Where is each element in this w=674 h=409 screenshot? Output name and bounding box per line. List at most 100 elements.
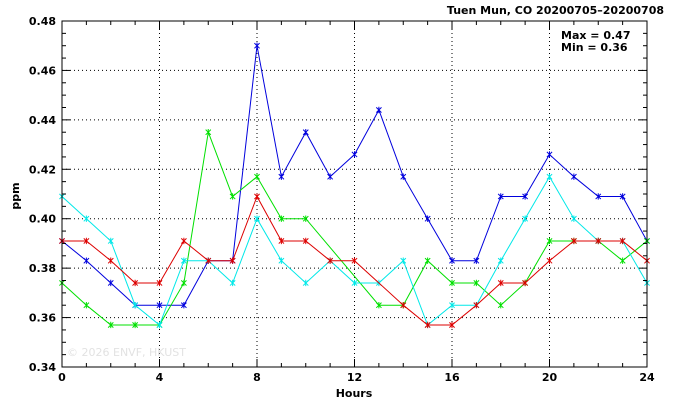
data-point [570, 215, 577, 222]
data-point [254, 42, 260, 49]
data-point [254, 173, 260, 180]
data-point [180, 237, 187, 245]
x-tick-label: 4 [156, 371, 164, 384]
data-point [83, 237, 90, 245]
data-point [302, 279, 309, 287]
data-point [229, 193, 236, 200]
data-point [254, 193, 260, 200]
series-2 [59, 129, 650, 329]
series-4 [59, 193, 650, 329]
series-1 [59, 42, 650, 309]
min-stat: Min = 0.36 [561, 41, 628, 54]
data-point [595, 237, 602, 245]
data-point [497, 193, 504, 200]
data-point [107, 321, 114, 329]
data-point [449, 279, 455, 287]
data-point [107, 257, 114, 264]
data-point [254, 215, 260, 222]
data-point [302, 215, 309, 222]
data-point [351, 151, 358, 158]
data-point [180, 302, 187, 309]
data-point [278, 237, 285, 245]
data-point [449, 257, 455, 264]
data-point [156, 279, 163, 287]
y-tick-label: 0.42 [29, 163, 56, 176]
data-point [83, 257, 90, 264]
data-point [156, 321, 163, 329]
data-point [375, 106, 382, 114]
data-point [473, 279, 480, 287]
x-tick-label: 12 [347, 371, 362, 384]
data-point [229, 279, 236, 287]
tick-marks [61, 20, 648, 368]
data-point [205, 129, 212, 136]
data-point [546, 151, 553, 158]
data-point [400, 257, 407, 264]
data-point [570, 173, 577, 180]
data-point [522, 193, 529, 200]
data-point [522, 279, 529, 287]
y-tick-label: 0.40 [29, 213, 56, 226]
max-stat: Max = 0.47 [561, 29, 630, 42]
data-point [619, 257, 626, 264]
y-tick-label: 0.46 [29, 64, 56, 77]
series-layer [59, 42, 650, 329]
data-point [302, 237, 309, 245]
x-tick-label: 8 [253, 371, 261, 384]
data-point [424, 257, 431, 264]
y-tick-label: 0.34 [29, 361, 56, 374]
x-tick-label: 16 [444, 371, 460, 384]
y-axis-label: ppm [9, 182, 22, 209]
data-point [424, 321, 431, 329]
data-point [327, 173, 334, 180]
data-point [83, 215, 90, 222]
data-point [449, 321, 455, 329]
data-point [351, 257, 358, 264]
data-point [156, 302, 163, 309]
series-line [62, 195, 648, 326]
data-point [497, 279, 504, 287]
data-point [522, 215, 529, 222]
tick-labels: 0.34 0.36 0.38 0.40 0.42 0.44 0.46 0.48 0 4 8 12 16 2… [29, 15, 655, 384]
data-point [570, 237, 577, 245]
data-point [400, 173, 407, 180]
data-point [546, 237, 553, 245]
data-point [449, 302, 455, 309]
data-point [132, 279, 139, 287]
data-point [619, 193, 626, 200]
data-point [107, 279, 114, 287]
data-point [180, 279, 187, 287]
grid [62, 21, 647, 367]
data-point [546, 257, 553, 264]
data-point [424, 215, 431, 222]
data-point [229, 257, 236, 264]
data-point [278, 173, 285, 180]
data-point [351, 279, 358, 287]
data-point [473, 257, 480, 264]
y-tick-label: 0.38 [29, 262, 56, 275]
data-point [278, 215, 285, 222]
data-point [497, 302, 504, 309]
data-point [132, 302, 139, 309]
data-point [546, 173, 553, 180]
data-point [619, 237, 626, 245]
x-tick-label: 0 [58, 371, 66, 384]
data-point [132, 321, 139, 329]
data-point [205, 257, 212, 264]
y-tick-label: 0.36 [29, 312, 56, 325]
watermark: © 2026 ENVF, HKUST [67, 346, 186, 359]
data-point [400, 302, 407, 309]
data-point [327, 257, 334, 264]
data-point [595, 193, 602, 200]
data-point [473, 302, 480, 309]
y-tick-label: 0.44 [29, 114, 56, 127]
series-line [61, 45, 648, 306]
x-tick-label: 20 [542, 371, 558, 384]
y-tick-label: 0.48 [29, 15, 56, 28]
data-point [497, 257, 504, 264]
x-tick-label: 24 [639, 371, 655, 384]
data-point [107, 237, 114, 245]
series-line [61, 175, 648, 326]
data-point [375, 302, 382, 309]
